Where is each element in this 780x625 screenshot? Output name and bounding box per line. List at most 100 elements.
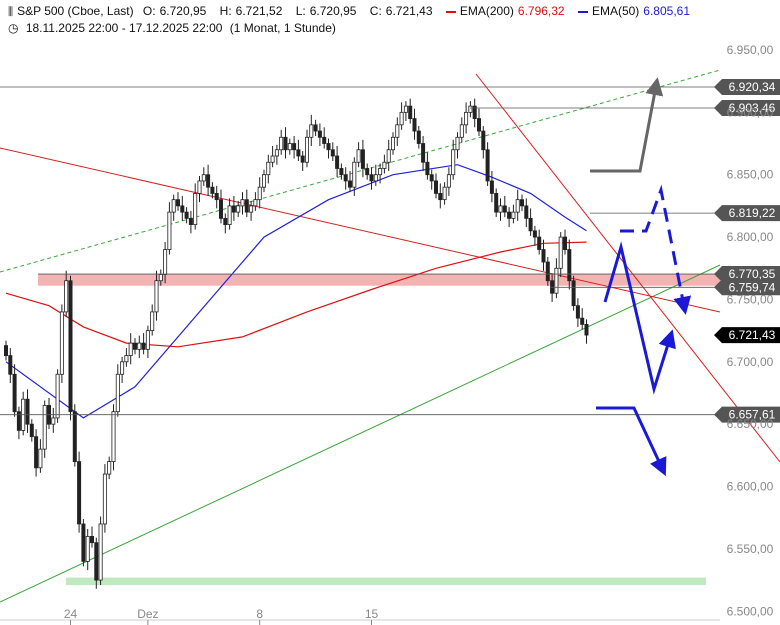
candle [429,169,434,190]
candle [279,129,284,155]
candle [90,526,95,548]
candle [120,356,125,384]
candle [193,183,198,230]
candle [360,139,365,178]
level-tag: 6.819,22 [714,205,780,222]
candle [382,154,387,174]
candle-body [360,149,365,169]
open-label: O: [142,4,156,18]
candle [339,163,344,180]
candle-body [249,205,254,213]
candle-body [90,536,95,544]
candle [421,136,426,171]
candle [537,229,542,255]
scenario-arrows [590,77,692,477]
candle-body [309,124,314,138]
trend-line-red-steep [475,73,780,463]
candle-body [184,211,189,219]
candle [184,207,189,224]
candle [378,163,383,184]
candle [369,167,374,190]
candle [412,108,417,140]
y-tick-label: 6.550,00 [727,542,774,556]
candle-body [218,199,223,219]
candle [107,456,112,480]
candle-body [347,180,352,188]
level-tag-box [714,78,780,95]
candle [38,439,43,473]
candle [528,208,533,236]
level-tag-label: 6.920,34 [729,80,776,94]
candle-body [575,305,580,319]
candle [313,119,318,137]
date-range: 18.11.2025 22:00 - 17.12.2025 22:00 [25,21,223,35]
candle-body [382,161,387,169]
x-tick-label: 15 [365,607,379,621]
candle-body [85,536,90,562]
y-tick-label: 6.900,00 [727,105,774,119]
candle-body [98,523,103,581]
candle [25,389,30,433]
candle-body [231,205,236,213]
candle-body [502,205,507,213]
candle [515,189,520,221]
candle [343,167,348,190]
candle-body [352,161,357,188]
candle [399,102,404,130]
candle-body [386,149,391,163]
candle-body [399,111,404,126]
scenario-arrow-blue [603,241,676,395]
candle [481,126,486,159]
symbol-name: S&P 500 (Cboe, Last) [17,4,134,18]
candle-body [537,236,542,250]
candle-body [481,130,486,151]
trend-lines [0,69,780,603]
candle [249,200,254,221]
candle [438,183,443,209]
candle [347,170,352,193]
level-tag: 6.770,35 [714,266,780,283]
candle-body [472,105,477,119]
candle-body [485,149,490,182]
ema50-label: EMA(50) [591,4,640,18]
high-label: H: [219,4,232,18]
ema50-swatch [577,10,588,13]
candle-body [571,280,576,307]
level-tag-label: 6.721,43 [729,328,776,342]
candle [425,152,430,180]
candle-body [339,168,344,176]
candle-body [459,124,464,138]
candle [580,308,585,330]
candle-body [175,199,180,207]
candle-body [515,199,520,213]
candle-body [34,436,39,469]
candle [111,404,116,471]
candle [304,129,309,168]
level-tag: 6.903,46 [714,100,780,117]
level-tag-label: 6.903,46 [729,101,776,115]
candle [81,518,86,567]
candle [175,192,180,211]
candle [171,194,176,221]
y-tick-label: 6.950,00 [727,43,774,57]
y-tick-label: 6.850,00 [727,168,774,182]
candle-body [507,211,512,219]
low-label: L: [295,4,306,18]
high-value: 6.721,52 [235,4,283,18]
candle-body [68,280,73,413]
candle [498,198,503,221]
candle [524,198,529,228]
scenario-arrow-down-blue [596,406,667,477]
candle-body [567,249,572,282]
candle [218,189,223,224]
level-tag: 6.920,34 [714,78,780,95]
scenario-arrow-dashed-blue [620,184,692,315]
candle [132,338,137,355]
level-tag-label: 6.770,35 [729,267,776,281]
candle-body [335,155,340,169]
open-value: 6.720,95 [159,4,207,18]
candle [240,192,245,215]
header-row-range: ◷ 18.11.2025 22:00 - 17.12.2025 22:00 (1… [8,21,340,35]
level-tag-box [714,327,780,344]
